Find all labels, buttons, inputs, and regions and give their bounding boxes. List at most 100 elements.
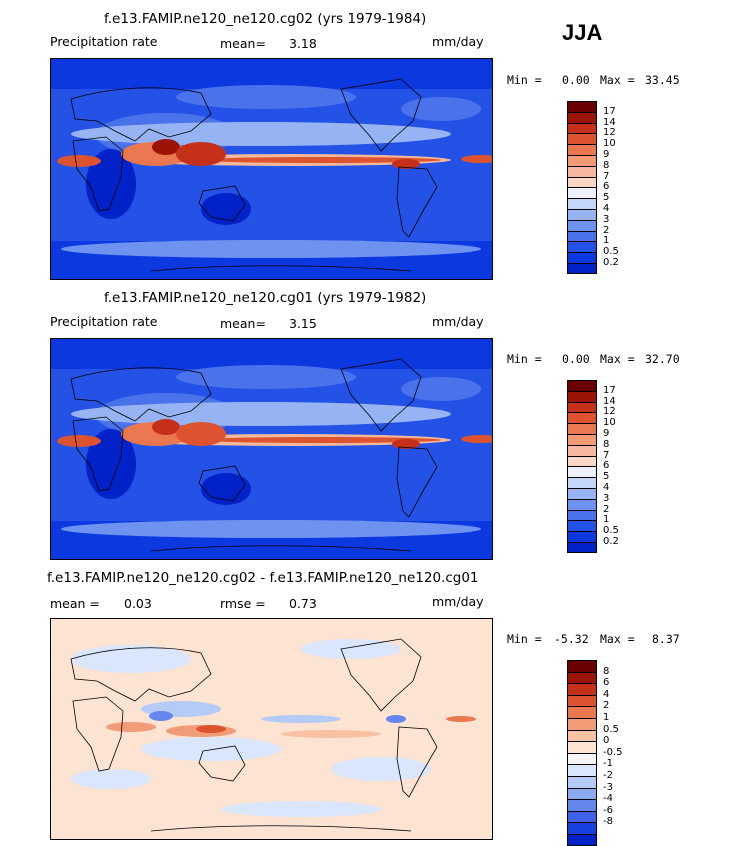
panel-3-south-america-coast (396, 726, 438, 798)
panel-3-blue-patch-1 (71, 645, 191, 673)
cbar1-swatch (567, 252, 597, 263)
cbar1-tick-label: 0.2 (603, 257, 619, 268)
panel-2-map-svg (51, 339, 492, 559)
panel-3-blue-patch-6 (221, 801, 381, 817)
panel-1-mean-label: mean= (220, 36, 266, 51)
panel-3-australia-coast (198, 745, 246, 782)
panel-2-mean-label: mean= (220, 316, 266, 331)
panel-3-rmse-label: rmse = (220, 596, 266, 611)
cbar3-tick-label: 1 (603, 712, 610, 723)
cbar1-swatch (567, 122, 597, 134)
cbar3-tick-label: -3 (603, 781, 613, 793)
panel-2-central-america (392, 439, 420, 449)
cbar1-tick-label: 7 (603, 170, 610, 182)
panel-1-north-america-coast (340, 78, 422, 152)
cbar1-swatch (567, 101, 597, 112)
cbar1-swatch (567, 263, 597, 274)
cbar3-tick-label: -8 (603, 816, 613, 828)
panel-1-arctic-band (51, 59, 492, 89)
panel-2-map (50, 338, 493, 560)
cbar2-swatch (567, 531, 597, 542)
cbar1-tick-label: 0.5 (603, 246, 619, 258)
cbar3-swatch (567, 718, 597, 730)
panel-1-map-svg (51, 59, 492, 279)
cbar1-tick-label: 9 (603, 149, 610, 160)
panel-3-blue-patch-8 (261, 715, 341, 723)
panel-2-north-america-coast (340, 358, 422, 432)
panel-3-antarctica-coast (150, 825, 412, 832)
cbar2-tick-label: 10 (603, 417, 616, 429)
cbar2-swatch (567, 466, 597, 478)
panel-3-north-america-coast (340, 638, 422, 712)
panel-3-red-patch-4 (196, 725, 226, 733)
cbar1-swatch (567, 111, 597, 123)
panel-2-arctic-band (51, 339, 492, 369)
panel-1-variable-label: Precipitation rate (50, 34, 158, 49)
panel-2-west-africa (57, 435, 101, 447)
cbar3-tick-label: 6 (603, 677, 610, 689)
cbar2-swatch (567, 401, 597, 413)
cbar1-swatch (567, 209, 597, 220)
panel-1-west-africa (57, 155, 101, 167)
cbar2-tick-label: 0.2 (603, 536, 619, 547)
panel-1-max-label: Max = (600, 73, 635, 87)
panel-3-red-patch-3 (281, 730, 381, 738)
panel-3-blue-patch-4 (71, 769, 151, 789)
cbar2-tick-label: 2 (603, 503, 610, 515)
panel-2-itcz-wide (71, 402, 451, 426)
panel-2-max-value: 32.70 (645, 352, 680, 366)
cbar3-swatch (567, 822, 597, 834)
panel-2-max-label: Max = (600, 352, 635, 366)
panel-3-min-value: -5.32 (554, 632, 589, 646)
cbar1-tick-label: 3 (603, 213, 610, 225)
cbar3-swatch (567, 694, 597, 707)
cbar3-tick-label: -4 (603, 793, 613, 805)
cbar3-swatch (567, 799, 597, 811)
panel-3-title: f.e13.FAMIP.ne120_ne120.cg02 - f.e13.FAM… (47, 570, 479, 586)
panel-2-eurasia-coast (70, 367, 212, 422)
panel-1-maritime-continent (176, 142, 226, 166)
panel-1-eurasia-coast (70, 87, 212, 142)
cbar3-swatch (567, 660, 597, 672)
cbar2-swatch (567, 444, 597, 456)
cbar3-swatch (567, 683, 597, 695)
panel-3-africa-coast (72, 696, 124, 772)
cbar1-tick-label: 6 (603, 181, 610, 193)
season-label: JJA (562, 20, 603, 45)
cbar1-swatch (567, 230, 597, 242)
cbar2-swatch (567, 455, 597, 467)
cbar3-swatch (567, 729, 597, 742)
panel-1-min-value: 0.00 (562, 73, 590, 87)
panel-3-blue-patch-10 (386, 715, 406, 723)
panel-3-red-patch-1 (106, 722, 156, 732)
cbar3-tick-label: 0 (603, 735, 610, 747)
panel-2-min-value: 0.00 (562, 352, 590, 366)
cbar2-tick-label: 1 (603, 514, 610, 526)
panel-2-bay-bengal (152, 419, 180, 435)
panel-2-title: f.e13.FAMIP.ne120_ne120.cg01 (yrs 1979-1… (104, 290, 427, 306)
cbar2-swatch (567, 542, 597, 553)
cbar3-swatch (567, 706, 597, 718)
cbar2-swatch (567, 434, 597, 445)
panel-1-so-band (61, 240, 481, 258)
panel-2-dry-africa-south (86, 429, 136, 499)
cbar2-tick-label: 5 (603, 471, 610, 483)
cbar2-swatch (567, 423, 597, 434)
panel-1-map (50, 58, 493, 280)
cbar1-swatch (567, 198, 597, 209)
cbar3-tick-label: -2 (603, 770, 613, 781)
cbar3-swatch (567, 741, 597, 753)
panel-1-mean-value: 3.18 (289, 36, 317, 51)
panel-3-red-patch-5 (446, 716, 476, 722)
cbar1-tick-label: 14 (603, 116, 616, 128)
panel-3-mean-label: mean = (50, 596, 100, 611)
panel-3-blue-patch-3 (141, 737, 281, 761)
cbar3-tick-label: -1 (603, 758, 613, 770)
panel-1-africa-coast (72, 136, 124, 212)
panel-1-dry-africa-south (86, 149, 136, 219)
cbar2-swatch (567, 380, 597, 391)
cbar3-swatch (567, 752, 597, 765)
panel-1-australia-coast (198, 185, 246, 222)
cbar1-tick-label: 1 (603, 235, 610, 247)
cbar2-swatch (567, 412, 597, 424)
